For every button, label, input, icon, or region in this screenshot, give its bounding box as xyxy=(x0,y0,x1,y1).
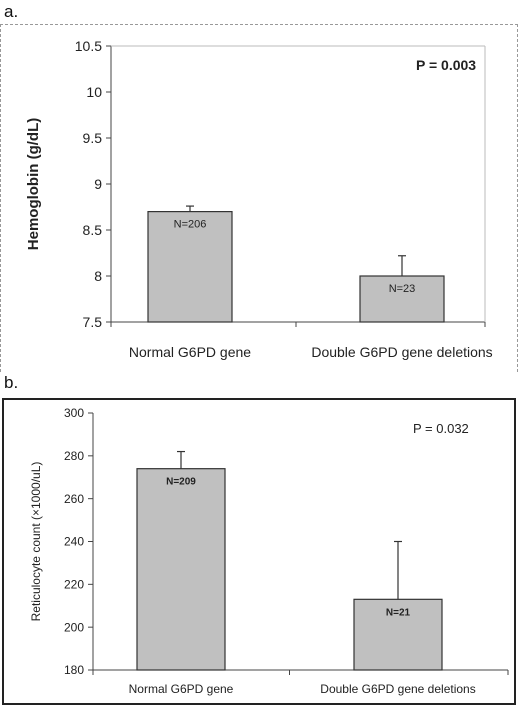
y-tick-label: 7.5 xyxy=(83,314,103,330)
x-category-label: Double G6PD gene deletions xyxy=(320,682,475,696)
bar xyxy=(359,275,445,323)
y-tick-label: 220 xyxy=(64,578,84,592)
bar xyxy=(136,468,226,671)
y-axis-title: Hemoglobin (g/dL) xyxy=(25,118,42,250)
y-tick-label: 200 xyxy=(64,620,84,634)
y-tick-label: 240 xyxy=(64,535,84,549)
y-tick-label: 10.5 xyxy=(75,38,102,54)
y-tick-label: 9 xyxy=(94,176,102,192)
panel-b-label: b. xyxy=(4,373,19,392)
x-category-label: Double G6PD gene deletions xyxy=(311,344,492,360)
y-tick-label: 10 xyxy=(86,84,102,100)
y-tick-label: 8 xyxy=(94,268,102,284)
p-value-annotation: P = 0.032 xyxy=(413,421,469,436)
panel-b-frame xyxy=(2,398,516,705)
y-tick-label: 9.5 xyxy=(83,130,103,146)
bar-count-label: N=209 xyxy=(166,477,196,488)
p-value-annotation: P = 0.003 xyxy=(416,57,476,73)
bar xyxy=(353,598,443,671)
panel-a-label: a. xyxy=(4,2,19,21)
y-tick-label: 280 xyxy=(64,449,84,463)
y-tick-label: 8.5 xyxy=(83,222,103,238)
x-category-label: Normal G6PD gene xyxy=(129,344,251,360)
panel-a-frame xyxy=(0,24,518,372)
bar-count-label: N=206 xyxy=(174,219,207,231)
bar-count-label: N=21 xyxy=(386,607,411,618)
y-axis-title: Reticulocyte count (×1000/uL) xyxy=(29,462,43,622)
y-tick-label: 300 xyxy=(64,406,84,420)
bar xyxy=(147,211,233,323)
bar-count-label: N=23 xyxy=(389,283,416,295)
y-tick-label: 260 xyxy=(64,492,84,506)
y-tick-label: 180 xyxy=(64,663,84,677)
x-category-label: Normal G6PD gene xyxy=(129,682,234,696)
